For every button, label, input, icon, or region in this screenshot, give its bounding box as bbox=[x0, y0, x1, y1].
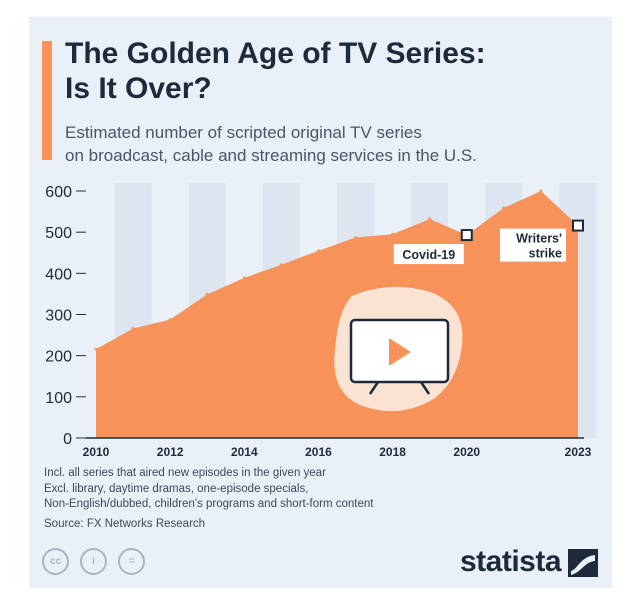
area-chart: 0 100 200 300 400 500 600 2010 2012 2014 2016 2018 2… bbox=[45, 183, 597, 459]
data-point-2012 bbox=[168, 317, 172, 321]
chart-title: The Golden Age of TV Series: Is It Over? bbox=[65, 36, 605, 106]
statista-logo[interactable]: statista bbox=[460, 545, 562, 578]
x-tick-label: 2018 bbox=[379, 445, 406, 459]
y-tick-label: 0 bbox=[63, 431, 72, 448]
data-point-2016 bbox=[316, 249, 320, 253]
data-point-2021 bbox=[502, 206, 506, 210]
annotation-marker bbox=[460, 229, 473, 242]
data-point-2014 bbox=[242, 276, 246, 280]
x-tick-label: 2016 bbox=[305, 445, 332, 459]
note-line-2: Excl. library, daytime dramas, one-episo… bbox=[44, 482, 309, 495]
data-point-2018 bbox=[391, 232, 395, 236]
accent-bar bbox=[42, 41, 52, 160]
data-point-2013 bbox=[205, 292, 209, 296]
annotation-covid-label: Covid-19 bbox=[402, 248, 455, 262]
annotation-strike-label: Writers' bbox=[516, 232, 562, 246]
y-tick-label: 100 bbox=[45, 390, 72, 407]
chart-subtitle: Estimated number of scripted original TV… bbox=[65, 121, 605, 167]
attribution-icon[interactable]: i bbox=[80, 548, 107, 575]
no-derivatives-icon[interactable]: = bbox=[118, 548, 145, 575]
data-point-2015 bbox=[279, 263, 283, 267]
data-point-2022 bbox=[539, 189, 543, 193]
y-tick-label: 600 bbox=[45, 184, 72, 201]
title-line-1: The Golden Age of TV Series: bbox=[65, 37, 486, 70]
annotation-label-box bbox=[393, 244, 464, 265]
y-tick-label: 200 bbox=[45, 349, 72, 366]
x-tick-label: 2023 bbox=[565, 445, 592, 459]
source-text: Source: FX Networks Research bbox=[44, 518, 206, 530]
note-line-1: Incl. all series that aired new episodes… bbox=[44, 467, 326, 479]
title-line-2: Is It Over? bbox=[65, 72, 212, 105]
data-point-2011 bbox=[131, 326, 135, 330]
subtitle-line-1: Estimated number of scripted original TV… bbox=[65, 123, 422, 142]
y-tick-label: 500 bbox=[45, 225, 72, 242]
data-point-2010 bbox=[94, 347, 98, 351]
chart-notes: Incl. all series that aired new episodes… bbox=[44, 466, 464, 513]
note-line-3: Non-English/dubbed, children's programs … bbox=[44, 498, 374, 510]
x-tick-label: 2020 bbox=[453, 445, 480, 459]
tv-play-icon bbox=[334, 286, 463, 412]
annotation-strike-label: strike bbox=[529, 247, 562, 261]
y-tick-label: 300 bbox=[45, 308, 72, 325]
annotation-marker bbox=[572, 219, 584, 232]
y-tick-label: 400 bbox=[45, 266, 72, 283]
annotation-label-box bbox=[500, 228, 566, 262]
cc-icon[interactable]: cc bbox=[42, 548, 69, 575]
data-point-2017 bbox=[354, 236, 358, 240]
data-point-2019 bbox=[428, 217, 432, 221]
x-tick-label: 2012 bbox=[157, 445, 184, 459]
subtitle-line-2: on broadcast, cable and streaming servic… bbox=[65, 146, 477, 165]
x-tick-label: 2014 bbox=[231, 445, 258, 459]
x-tick-label: 2010 bbox=[83, 445, 110, 459]
statista-logo-icon bbox=[568, 549, 598, 577]
